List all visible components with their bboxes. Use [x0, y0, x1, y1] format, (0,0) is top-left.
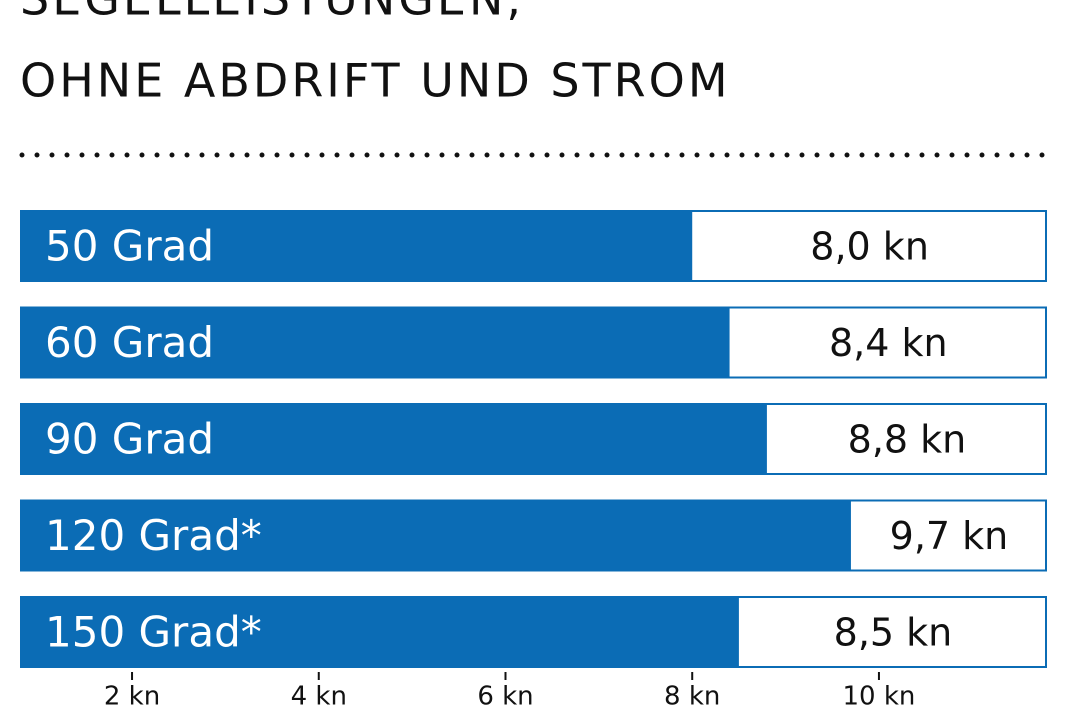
x-tick-label: 10 kn — [843, 682, 916, 712]
chart-subtitle: OHNE ABDRIFT UND STROM — [20, 54, 731, 108]
x-tick-label: 8 kn — [664, 682, 720, 712]
value-label: 8,4 kn — [829, 321, 948, 365]
bar — [20, 403, 767, 475]
x-tick-label: 6 kn — [477, 682, 533, 712]
x-tick-label: 4 kn — [291, 682, 347, 712]
value-label: 8,5 kn — [834, 611, 953, 655]
value-label: 8,0 kn — [810, 225, 929, 269]
x-tick-label: 2 kn — [104, 682, 160, 712]
chart-title: SEGELLEISTUNGEN, — [20, 0, 524, 26]
bar — [20, 306, 730, 379]
category-label: 120 Grad* — [45, 511, 262, 560]
category-label: 150 Grad* — [45, 608, 262, 657]
value-label: 8,8 kn — [848, 418, 967, 462]
category-label: 50 Grad — [45, 222, 214, 271]
bar — [20, 210, 693, 282]
bar — [20, 596, 739, 668]
value-label: 9,7 kn — [890, 514, 1009, 558]
bar — [20, 499, 851, 572]
category-label: 60 Grad — [45, 318, 214, 367]
category-label: 90 Grad — [45, 415, 214, 464]
